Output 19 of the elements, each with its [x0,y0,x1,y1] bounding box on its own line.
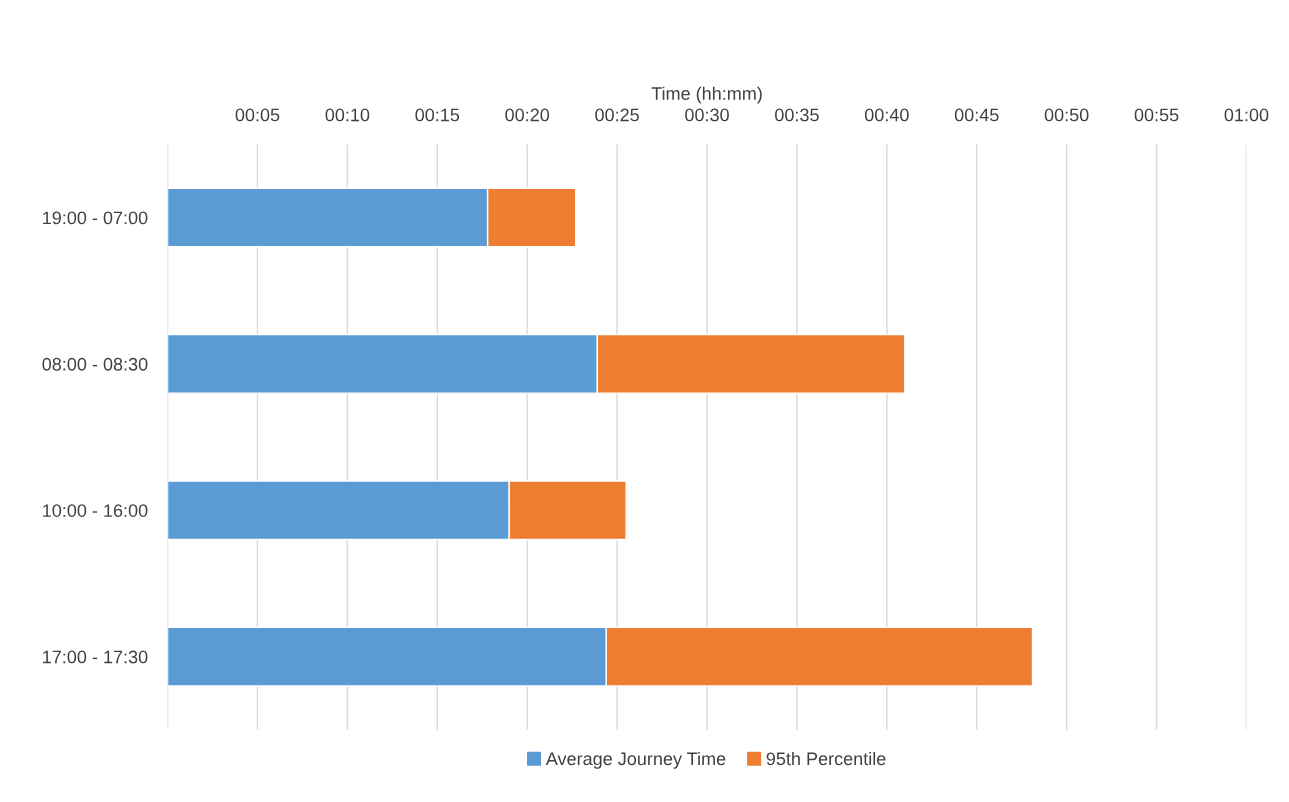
x-tick-label: 01:00 [1224,108,1269,122]
x-axis-title: Time (hh:mm) [651,86,762,104]
x-tick-label: 00:15 [415,108,460,122]
x-tick-label: 00:20 [505,108,550,122]
legend-label: 95th Percentile [766,751,886,766]
y-tick-label: 17:00 - 17:30 [43,650,148,664]
x-tick-label: 00:35 [775,108,819,122]
x-tick-label: 00:10 [325,108,370,122]
x-tick-label: 00:55 [1134,108,1179,122]
y-tick-label: 19:00 - 07:00 [43,211,148,225]
legend-label: Average Journey Time [545,751,726,769]
x-tick-label: 00:40 [864,108,909,122]
y-tick-label: 08:00 - 08:30 [42,357,148,371]
x-tick-label: 00:30 [685,108,729,122]
y-tick-label: 10:00 - 16:00 [43,504,148,517]
x-tick-label: 00:50 [1044,108,1089,122]
x-tick-label: 00:25 [595,108,639,122]
x-tick-label: 00:05 [235,108,280,122]
x-tick-label: 00:45 [954,108,999,122]
